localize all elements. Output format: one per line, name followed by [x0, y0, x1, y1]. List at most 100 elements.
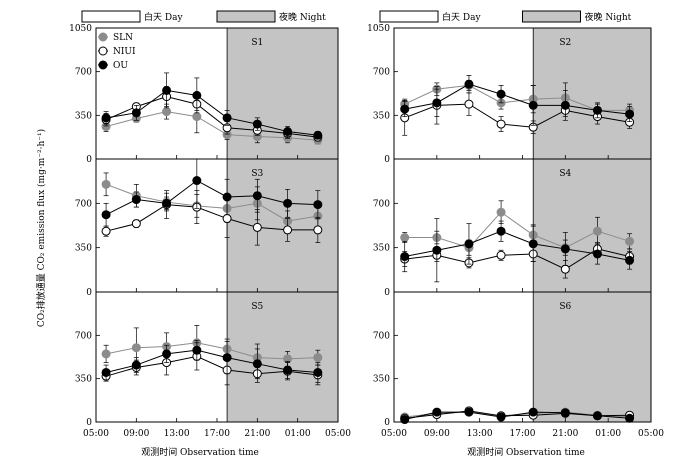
y-tick-label: 350	[373, 375, 390, 385]
y-tick-label: 350	[75, 244, 92, 254]
data-point	[592, 249, 602, 259]
series-line	[105, 179, 318, 216]
data-point	[400, 233, 410, 243]
data-point	[222, 113, 232, 123]
data-point	[131, 219, 141, 229]
series-ou	[101, 339, 323, 383]
night-shading	[533, 292, 651, 422]
x-tick-label: 05:00	[325, 429, 351, 439]
series-line	[105, 349, 318, 373]
x-tick-label: 01:00	[595, 429, 621, 439]
data-point	[625, 236, 635, 246]
y-tick-label: 350	[75, 375, 92, 385]
data-point	[101, 367, 111, 377]
y-tick-label: 0	[384, 418, 390, 428]
data-point	[222, 214, 232, 224]
data-point	[222, 353, 232, 363]
data-point	[432, 245, 442, 255]
legend-marker	[98, 60, 108, 70]
series-line	[105, 355, 318, 377]
series-line	[404, 230, 630, 261]
data-point	[252, 119, 262, 129]
series-legend: SLN NIUI OU	[98, 32, 136, 71]
data-point	[192, 90, 202, 100]
x-axis-title-right: 观测时间 Observation time	[467, 446, 585, 458]
data-point	[131, 360, 141, 370]
data-point	[496, 250, 506, 260]
panel-s4: 0 350 700 S4	[373, 158, 652, 298]
x-tick-label: 21:00	[552, 429, 578, 439]
y-tick-label: 0	[86, 155, 92, 165]
day-night-legend-left: 白天 Day 夜晚 Night	[81, 10, 326, 23]
data-point	[400, 104, 410, 114]
data-point	[464, 407, 474, 417]
series-line	[105, 342, 318, 360]
data-point	[283, 365, 293, 375]
data-point	[313, 225, 323, 235]
panel-s2: 0 350 700 1050 S2	[367, 24, 652, 165]
x-tick-label: 05:00	[638, 429, 664, 439]
data-point	[131, 195, 141, 205]
data-point	[464, 99, 474, 109]
panel-label: S2	[559, 38, 571, 48]
panel-label: S4	[559, 169, 571, 179]
x-axis-title-left: 观测时间 Observation time	[141, 446, 259, 458]
night-label: 夜晚 Night	[585, 11, 632, 23]
series-ou	[400, 75, 635, 126]
series-line	[404, 84, 630, 111]
night-shading	[533, 159, 651, 292]
x-tick-label: 13:00	[164, 429, 190, 439]
data-point	[283, 127, 293, 137]
panel-s5: 0 350 700 05:00 09:00 13:00 17:00 21:00 01:00 05:…	[75, 291, 351, 439]
y-tick-label: 350	[373, 244, 390, 254]
series-line	[404, 211, 630, 249]
data-point	[192, 176, 202, 186]
day-swatch	[81, 10, 141, 23]
y-tick-label: 1050	[69, 24, 92, 34]
data-point	[252, 191, 262, 201]
data-point	[162, 85, 172, 95]
series-ou	[101, 72, 323, 140]
series-line	[106, 89, 318, 136]
panel-label: S1	[251, 38, 263, 48]
data-point	[101, 210, 111, 220]
x-tick-label: 09:00	[424, 429, 450, 439]
night-swatch	[216, 10, 276, 23]
x-tick-label: 21:00	[244, 429, 270, 439]
y-tick-label: 350	[373, 111, 390, 121]
series-ou	[101, 158, 323, 227]
legend-label: OU	[113, 61, 128, 71]
legend-marker	[98, 32, 108, 42]
data-point	[496, 412, 506, 422]
y-tick-label: 0	[86, 418, 92, 428]
legend-label: NIUI	[113, 47, 136, 57]
panel-s3: 0 350 700 S3	[75, 158, 339, 298]
y-tick-label: 700	[373, 331, 390, 341]
data-point	[560, 244, 570, 254]
data-point	[625, 255, 635, 265]
data-point	[625, 413, 635, 423]
data-point	[313, 200, 323, 210]
data-point	[625, 109, 635, 119]
legend-label: SLN	[113, 33, 133, 43]
data-point	[592, 105, 602, 115]
panel-s6: 0 350 700 05:00 09:00 13:00 17:00 21:00 01:00 05:…	[373, 291, 664, 439]
data-point	[432, 98, 442, 108]
series-line	[404, 248, 630, 270]
series-line	[105, 204, 318, 232]
x-tick-label: 05:00	[381, 429, 407, 439]
data-point	[400, 415, 410, 425]
night-shading	[227, 159, 338, 292]
data-point	[496, 89, 506, 99]
data-point	[222, 192, 232, 202]
data-point	[192, 345, 202, 355]
data-point	[496, 119, 506, 129]
data-point	[101, 226, 111, 236]
data-point	[101, 179, 111, 189]
x-tick-label: 05:00	[83, 429, 109, 439]
x-tick-label: 09:00	[123, 429, 149, 439]
series-ou	[400, 407, 635, 425]
y-tick-label: 700	[373, 199, 390, 209]
x-tick-label: 17:00	[510, 429, 536, 439]
data-point	[313, 353, 323, 363]
